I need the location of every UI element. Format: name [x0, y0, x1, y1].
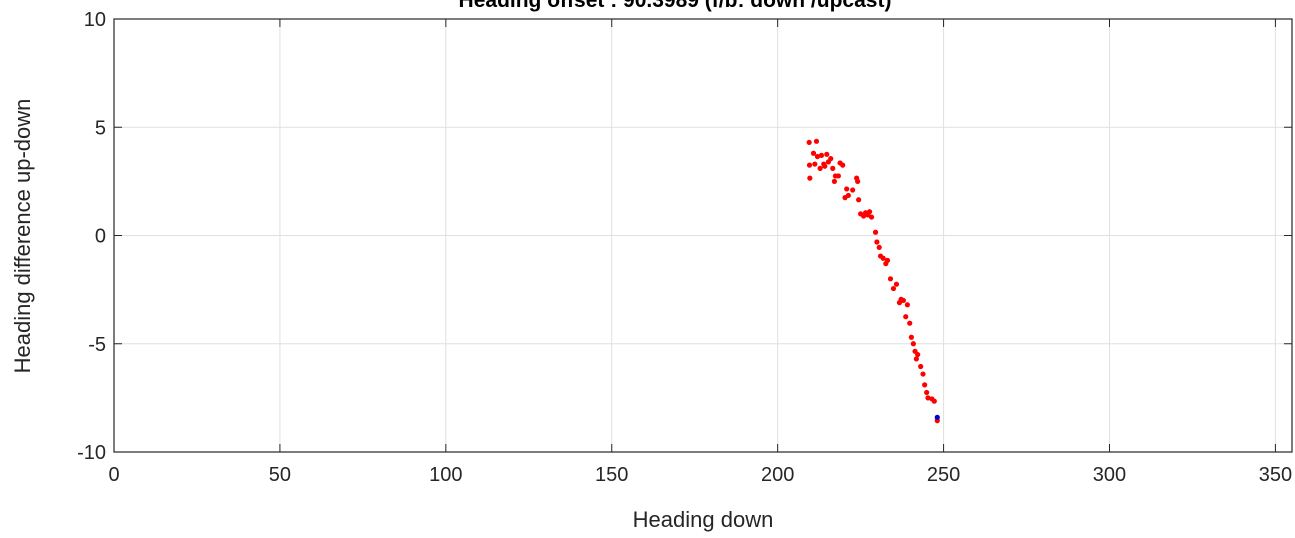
data-point-red — [908, 334, 914, 340]
data-point-red — [890, 285, 897, 292]
y-axis-label: Heading difference up-down — [10, 99, 35, 374]
data-point-red — [922, 382, 928, 388]
data-point-red — [807, 175, 813, 181]
grid-lines — [114, 19, 1292, 452]
data-point-red — [925, 395, 931, 401]
data-point-red — [835, 173, 841, 179]
x-tick-label: 300 — [1093, 464, 1126, 486]
data-point-red — [818, 152, 825, 158]
data-point-red — [918, 363, 924, 370]
data-point-red — [830, 165, 836, 171]
data-point-red — [856, 197, 862, 203]
y-tick-label: 10 — [84, 9, 106, 31]
data-point-red — [904, 302, 911, 308]
data-point-red — [876, 244, 882, 251]
data-point-red — [824, 151, 830, 157]
data-point-red — [913, 356, 919, 362]
y-tick-label: -5 — [88, 334, 106, 356]
data-point-red — [893, 281, 900, 287]
x-tick-label: 0 — [108, 464, 119, 486]
data-point-red — [813, 138, 820, 144]
data-point-red — [822, 163, 828, 169]
data-point-red — [900, 297, 907, 304]
x-tick-label: 350 — [1259, 464, 1292, 486]
data-point-red — [812, 161, 818, 167]
data-point-red — [920, 371, 926, 377]
data-point-red — [810, 150, 817, 156]
data-point-red — [924, 389, 930, 396]
data-point-red — [910, 341, 916, 347]
data-point-red — [844, 186, 850, 192]
x-tick-label: 200 — [761, 464, 794, 486]
x-tick-label: 100 — [429, 464, 462, 486]
x-tick-label: 150 — [595, 464, 628, 486]
data-point-red — [872, 229, 879, 235]
data-point-red — [840, 162, 846, 168]
y-tick-label: 0 — [95, 226, 106, 248]
data-point-red — [866, 209, 873, 215]
chart-title: Heading offset : 90.3989 (f/b: down /upc… — [459, 0, 892, 12]
data-point-red — [855, 178, 861, 184]
data-point-red — [884, 257, 891, 263]
data-point-red — [887, 276, 894, 282]
data-point-red — [868, 214, 875, 220]
x-tick-label: 250 — [927, 464, 960, 486]
data-point-red — [915, 351, 921, 358]
x-axis-label: Heading down — [633, 507, 774, 532]
data-point-red — [874, 239, 880, 245]
data-point-red — [850, 187, 856, 193]
data-point-red — [907, 320, 913, 326]
data-point-blue — [934, 414, 940, 420]
y-tick-label: 5 — [95, 117, 106, 139]
axis-ticks: 0 50 100 150 200 250 300 350 -10 -5 0 5 10 — [77, 9, 1292, 486]
x-tick-label: 50 — [269, 464, 291, 486]
data-point-red — [817, 165, 823, 171]
data-point-red — [880, 255, 886, 261]
data-point-red — [845, 192, 851, 199]
data-point-red — [903, 314, 909, 320]
data-point-red — [831, 178, 838, 184]
data-point-red — [806, 139, 812, 146]
data-points — [806, 138, 940, 424]
y-tick-label: -10 — [77, 442, 106, 464]
data-point-red — [806, 162, 813, 168]
data-point-red — [814, 153, 821, 160]
data-point-red — [931, 398, 937, 404]
data-point-red — [828, 156, 834, 162]
